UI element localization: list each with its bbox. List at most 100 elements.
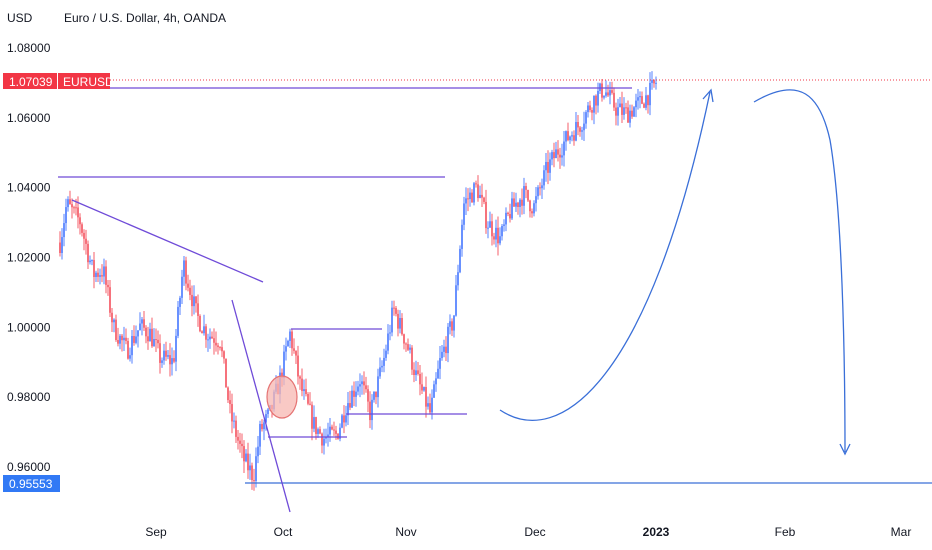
candle-body xyxy=(525,186,527,190)
candle-body xyxy=(231,404,233,422)
candle-body xyxy=(471,192,473,203)
candle-body xyxy=(289,331,291,341)
candle-body xyxy=(537,187,539,197)
candle-body xyxy=(349,403,351,408)
candle-body xyxy=(107,284,109,288)
candle-body xyxy=(205,326,207,340)
candle-body xyxy=(83,232,85,239)
candle-body xyxy=(607,92,609,96)
candle-body xyxy=(143,319,145,328)
candle-body xyxy=(71,204,73,208)
candle-body xyxy=(575,121,577,141)
candle-body xyxy=(405,343,407,345)
candle-body xyxy=(309,403,311,405)
candle-body xyxy=(131,336,133,356)
candle-body xyxy=(339,427,341,439)
candle-body xyxy=(633,107,635,117)
candle-body xyxy=(631,110,633,117)
candle-body xyxy=(613,92,615,108)
candle-body xyxy=(439,358,441,369)
candle-body xyxy=(505,212,507,225)
candle-body xyxy=(285,346,287,352)
x-tick-label: 2023 xyxy=(643,525,670,539)
candle-body xyxy=(529,200,531,212)
candle-body xyxy=(415,370,417,375)
candle-body xyxy=(563,141,565,156)
candle-body xyxy=(219,347,221,349)
candle-body xyxy=(467,198,469,200)
candle-body xyxy=(81,224,83,233)
candle-body xyxy=(235,420,237,437)
projection-fall-arrow xyxy=(753,89,846,453)
x-axis: Sep Oct Nov Dec 2023 Feb Mar xyxy=(145,525,911,539)
candle-body xyxy=(127,340,129,359)
candle-body xyxy=(547,161,549,173)
candle-body xyxy=(137,330,139,337)
candle-body xyxy=(229,400,231,405)
candle-body xyxy=(499,236,501,244)
candle-body xyxy=(203,326,205,334)
candle-body xyxy=(387,333,389,351)
candle-body xyxy=(567,131,569,141)
candle-body xyxy=(591,110,593,113)
candle-body xyxy=(643,103,645,108)
candle-body xyxy=(145,327,147,337)
descending-trendline xyxy=(71,199,264,283)
candle-body xyxy=(379,367,381,377)
candle-body xyxy=(605,92,607,96)
candle-body xyxy=(527,189,529,201)
candle-body xyxy=(553,152,555,159)
candle-body xyxy=(101,275,103,277)
candle-body xyxy=(119,335,121,344)
candle-body xyxy=(93,260,95,277)
candle-body xyxy=(493,236,495,240)
candle-body xyxy=(261,424,263,430)
candle-body xyxy=(189,287,191,295)
candle-body xyxy=(141,319,143,324)
candle-body xyxy=(441,351,443,359)
candle-body xyxy=(201,331,203,334)
candle-body xyxy=(215,342,217,346)
candle-body xyxy=(389,332,391,334)
projection-rise-arrowhead xyxy=(702,88,714,103)
candle-body xyxy=(221,347,223,352)
candle-body xyxy=(249,465,251,471)
candle-body xyxy=(585,112,587,124)
candle-body xyxy=(209,336,211,340)
candle-body xyxy=(147,336,149,342)
candle-body xyxy=(459,248,461,273)
x-tick-label: Feb xyxy=(775,525,796,539)
candle-body xyxy=(629,110,631,123)
candle-body xyxy=(477,184,479,199)
candle-body xyxy=(317,429,319,434)
candle-body xyxy=(173,358,175,362)
candle-body xyxy=(431,397,433,413)
last-price-tag: 1.07039 EURUSD xyxy=(3,73,114,89)
candle-body xyxy=(311,404,313,429)
candle-body xyxy=(217,345,219,348)
candle-body xyxy=(181,276,183,298)
candle-body xyxy=(549,159,551,173)
candle-body xyxy=(177,306,179,336)
candle-body xyxy=(91,260,93,262)
candle-body xyxy=(195,296,197,304)
candle-body xyxy=(299,376,301,379)
candle-body xyxy=(251,465,253,481)
candle-body xyxy=(255,456,257,481)
candle-body xyxy=(287,340,289,347)
candle-body xyxy=(539,187,541,189)
candle-body xyxy=(293,348,295,351)
candle-body xyxy=(593,95,595,113)
svg-text:0.95553: 0.95553 xyxy=(9,477,53,491)
candle-body xyxy=(139,323,141,331)
candle-body xyxy=(259,424,261,447)
y-tick-label: 1.04000 xyxy=(7,181,51,195)
candle-body xyxy=(301,378,303,392)
candle-body xyxy=(445,346,447,354)
candle-body xyxy=(327,434,329,438)
candle-body xyxy=(151,328,153,347)
candle-body xyxy=(333,429,335,431)
candle-body xyxy=(59,242,61,254)
candle-body xyxy=(393,307,395,309)
